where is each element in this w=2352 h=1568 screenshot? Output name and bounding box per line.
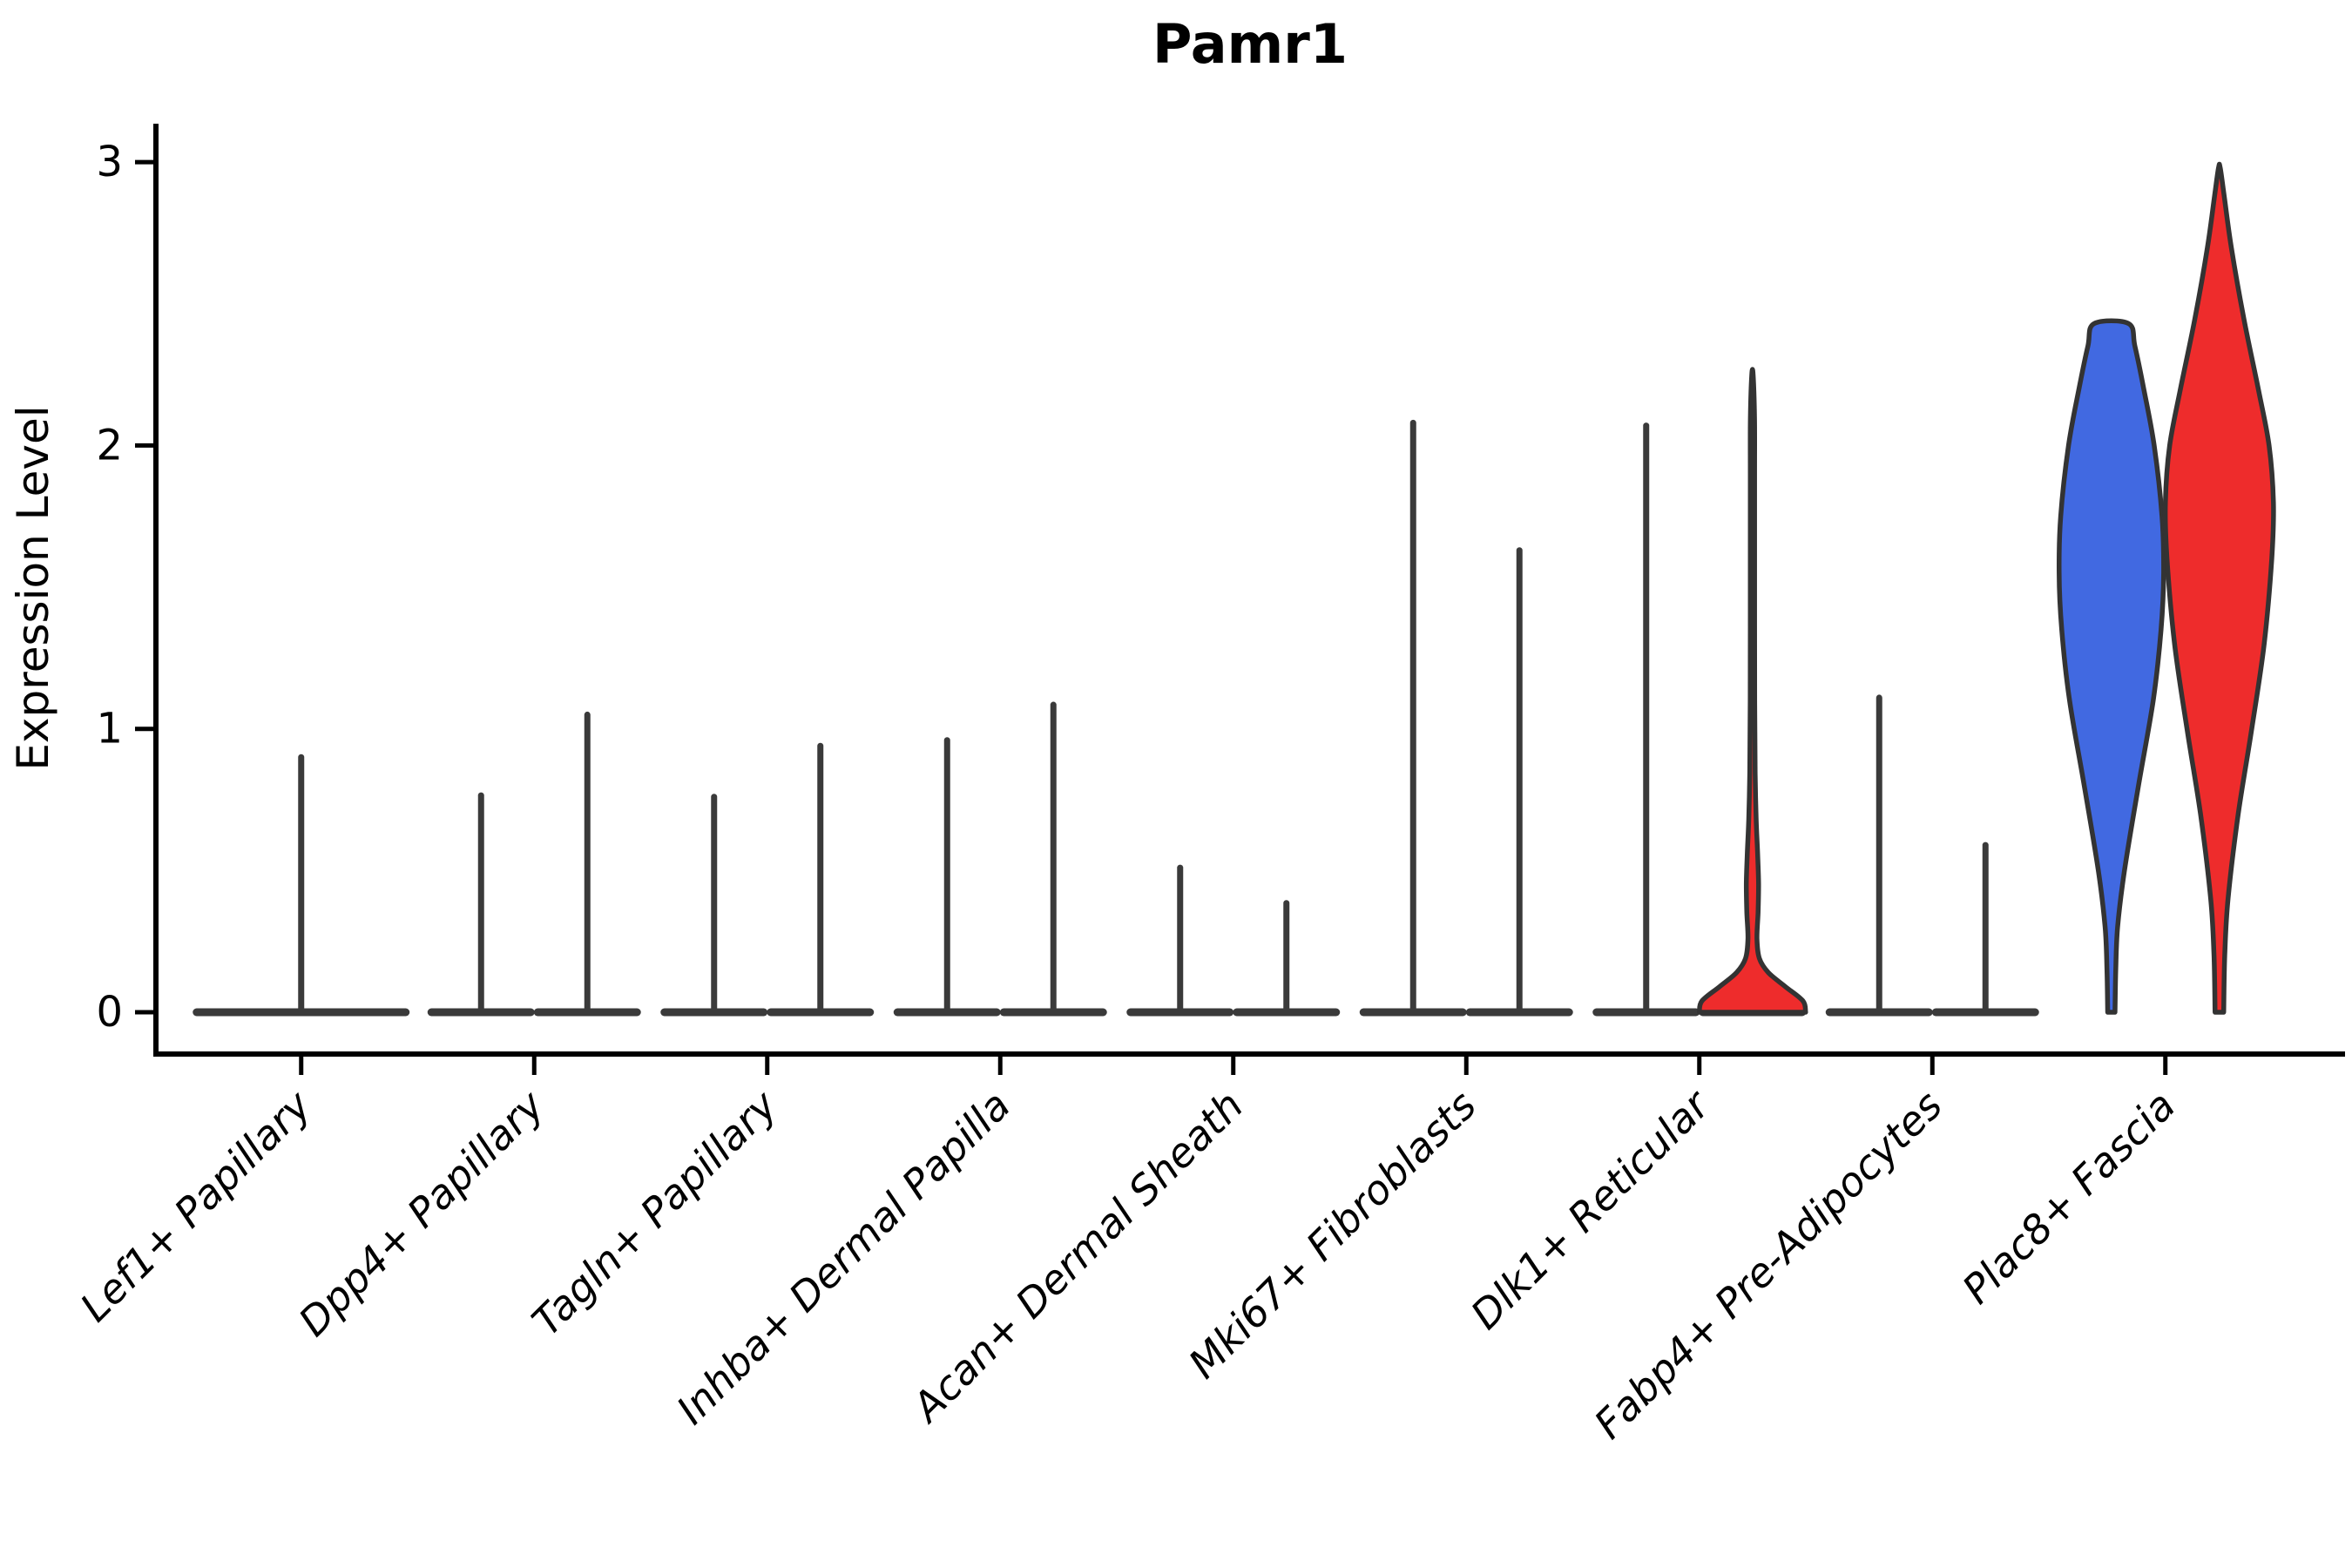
violin-red: [1697, 367, 1808, 1015]
y-tick-label: 3: [96, 138, 123, 186]
x-tick-label: Dpp4+ Papillary: [289, 1081, 553, 1345]
y-tick-label: 2: [96, 421, 123, 470]
y-tick-label: 0: [96, 988, 123, 1037]
violin-red: [2162, 161, 2276, 1015]
chart-title: Pamr1: [1152, 12, 1348, 76]
violin-blue: [2056, 318, 2166, 1015]
x-tick-label: Lef1+ Papillary: [71, 1081, 321, 1330]
x-tick-label: Plac8+ Fascia: [1953, 1082, 2184, 1313]
x-tick-label: Tagln+ Papillary: [523, 1081, 787, 1345]
x-tick-label: Dlk1+ Reticular: [1462, 1079, 1720, 1338]
y-tick-label: 1: [96, 705, 123, 754]
